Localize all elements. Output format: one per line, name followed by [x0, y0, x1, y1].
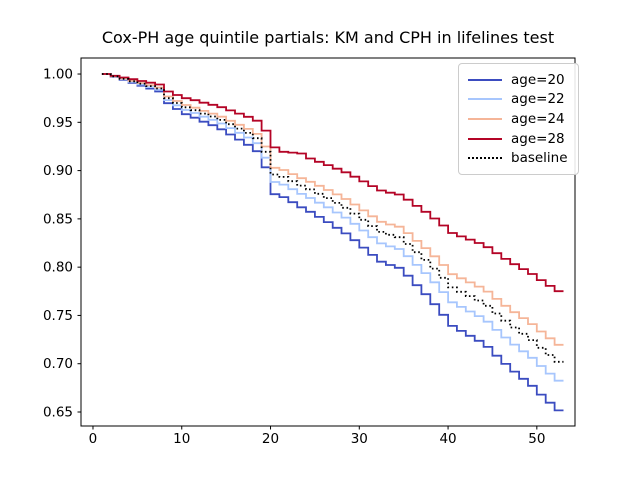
- survival-curve-age-24: [101, 73, 564, 346]
- x-tick-label: 30: [351, 431, 368, 447]
- axes-frame: [80, 57, 576, 427]
- survival-curve-age-28: [101, 73, 564, 293]
- y-tick-label: 0.80: [43, 260, 73, 276]
- x-tick-label: 20: [262, 431, 279, 447]
- plot-title: Cox-PH age quintile partials: KM and CPH…: [101, 28, 555, 47]
- legend: age=20 age=22 age=24 age=28 baseline: [458, 63, 579, 175]
- legend-item-baseline: baseline: [468, 148, 568, 168]
- legend-line-sample: [468, 137, 502, 140]
- y-tick-label: 1.00: [43, 67, 73, 83]
- legend-label: age=28: [511, 130, 565, 147]
- legend-label: age=20: [511, 71, 565, 88]
- x-tick-label: 10: [173, 431, 190, 447]
- survival-curve-baseline: [101, 73, 564, 363]
- legend-label: age=22: [511, 91, 565, 108]
- legend-label: baseline: [511, 150, 568, 167]
- legend-line-sample: [468, 157, 502, 160]
- legend-line-sample: [468, 98, 502, 101]
- x-tick-label: 0: [89, 431, 98, 447]
- y-tick-label: 0.90: [43, 163, 73, 179]
- y-tick-label: 0.65: [43, 404, 73, 420]
- legend-line-sample: [468, 117, 502, 120]
- x-tick-label: 40: [439, 431, 456, 447]
- legend-label: age=24: [511, 110, 565, 127]
- y-tick-label: 0.85: [43, 211, 73, 227]
- y-tick-label: 0.70: [43, 356, 73, 372]
- legend-item-age-20: age=20: [468, 70, 568, 90]
- legend-item-age-24: age=24: [468, 109, 568, 129]
- legend-line-sample: [468, 78, 502, 81]
- x-tick-label: 50: [528, 431, 545, 447]
- legend-item-age-22: age=22: [468, 90, 568, 110]
- y-tick-label: 0.95: [43, 115, 73, 131]
- y-tick-label: 0.75: [43, 308, 73, 324]
- legend-item-age-28: age=28: [468, 129, 568, 149]
